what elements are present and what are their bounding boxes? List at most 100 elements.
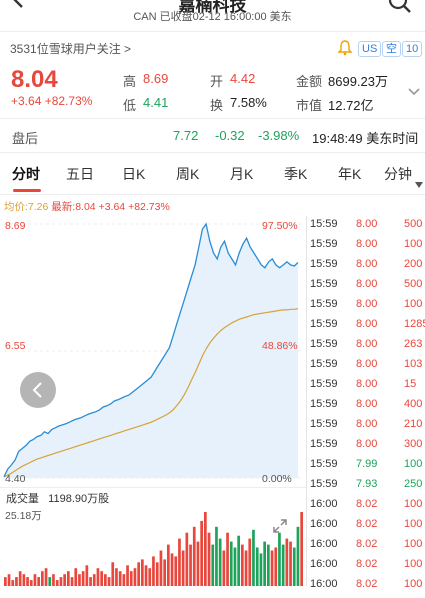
expand-down-icon[interactable]	[408, 84, 420, 102]
back-arrow-icon[interactable]	[8, 0, 30, 10]
volume-bar	[189, 544, 192, 586]
volume-bar	[237, 535, 240, 586]
volume-bar	[207, 532, 211, 586]
tick-volume: 100	[404, 538, 423, 550]
volume-bar	[52, 574, 55, 586]
follower-count-link[interactable]: 3531位雪球用户关注 >	[10, 42, 132, 56]
tick-time: 15:59	[310, 438, 338, 450]
volume-bar	[241, 544, 244, 586]
volume-bar	[118, 571, 122, 586]
tick-time: 15:59	[310, 298, 338, 310]
amount-value: 8699.23万	[328, 74, 388, 89]
intraday-price-chart[interactable]	[0, 216, 306, 486]
last-price: 8.04	[11, 66, 58, 93]
high-value: 8.69	[143, 71, 169, 86]
tick-row: 16:00 8.02 100	[308, 558, 425, 578]
volume-bar	[259, 553, 263, 586]
tick-volume: 100	[404, 518, 423, 530]
mktcap-value: 12.72亿	[328, 98, 374, 113]
tick-price: 8.00	[356, 418, 378, 430]
mktcap-label: 市值	[296, 98, 323, 113]
volume-bar	[252, 529, 255, 586]
chart-legend: 均价:7.26 最新:8.04 +3.64 +82.73%	[4, 199, 170, 214]
tick-volume: 500	[404, 278, 423, 290]
volume-bar	[7, 574, 11, 586]
volume-bar	[48, 577, 52, 586]
tab-quarterly-k[interactable]: 季K	[284, 166, 308, 182]
tick-row: 15:59 8.00 15	[308, 378, 425, 398]
tick-price: 8.02	[356, 518, 378, 530]
volume-bar	[63, 574, 66, 586]
tick-time: 16:00	[310, 578, 338, 590]
volume-bar	[244, 550, 248, 586]
afterhours-label: 盘后	[12, 131, 39, 146]
volume-bar	[248, 538, 252, 586]
tick-row: 15:59 8.00 210	[308, 418, 425, 438]
tick-volume: 210	[404, 418, 423, 430]
volume-bar	[278, 532, 281, 586]
tick-row: 15:59 8.00 263	[308, 338, 425, 358]
volume-bar	[170, 553, 174, 586]
tick-price: 8.00	[356, 318, 378, 330]
pct-axis-bottom-label: 0.00%	[262, 473, 292, 485]
volume-bar	[22, 574, 26, 586]
volume-bar	[211, 544, 215, 586]
volume-bar	[133, 568, 137, 586]
tick-row: 15:59 8.00 500	[308, 218, 425, 238]
volume-bar	[44, 568, 48, 586]
tab-yearly-k[interactable]: 年K	[338, 166, 362, 182]
volume-bar	[192, 526, 196, 586]
tick-time: 15:59	[310, 458, 338, 470]
tick-price: 8.00	[356, 438, 378, 450]
tab-minute[interactable]: 分钟	[384, 166, 412, 182]
tick-volume: 500	[404, 218, 423, 230]
tab-weekly-k[interactable]: 周K	[176, 166, 200, 182]
volume-bar	[33, 574, 37, 586]
low-value: 4.41	[143, 95, 169, 110]
tick-volume: 300	[404, 438, 423, 450]
volume-bar	[174, 556, 178, 586]
tick-volume: 100	[404, 578, 423, 590]
volume-bar	[74, 568, 78, 586]
turnover-label: 换	[210, 98, 224, 113]
tick-row: 15:59 8.00 500	[308, 278, 425, 298]
expand-chart-icon[interactable]	[272, 518, 288, 539]
collapse-panel-button[interactable]	[20, 372, 56, 408]
price-change: +3.64 +82.73%	[11, 94, 93, 108]
volume-bar	[281, 544, 285, 586]
latest-price-label: 最新:8.04	[51, 201, 96, 213]
tick-price: 8.02	[356, 578, 378, 590]
bell-icon[interactable]	[337, 40, 353, 61]
tick-time: 16:00	[310, 498, 338, 510]
divider	[0, 487, 306, 488]
volume-bar	[26, 577, 29, 586]
tab-daily-k[interactable]: 日K	[122, 166, 146, 182]
volume-bar	[4, 577, 7, 586]
tab-intraday[interactable]: 分时	[12, 166, 40, 182]
tick-time: 15:59	[310, 418, 338, 430]
price-area-fill	[4, 224, 298, 478]
tab-monthly-k[interactable]: 月K	[230, 166, 254, 182]
tick-volume: 15	[404, 378, 417, 390]
minute-dropdown-icon[interactable]	[415, 175, 423, 193]
high-label: 高	[123, 74, 137, 89]
volume-bar	[122, 574, 126, 586]
tick-price: 8.02	[356, 538, 378, 550]
volume-bar	[163, 559, 166, 586]
afterhours-price: 7.72	[173, 128, 199, 143]
volume-bar	[100, 571, 103, 586]
volume-bar	[137, 562, 140, 586]
volume-bar	[292, 547, 296, 586]
volume-bar	[152, 556, 155, 586]
divider	[0, 152, 425, 153]
search-icon[interactable]	[388, 0, 412, 14]
volume-bar	[155, 562, 159, 586]
volume-bar	[270, 550, 274, 586]
tab-5day[interactable]: 五日	[66, 166, 94, 182]
trade-tick-list[interactable]: 15:59 8.00 500 15:59 8.00 100 15:59 8.00 200 15:5…	[0, 216, 425, 590]
tick-price: 8.00	[356, 338, 378, 350]
volume-bar	[85, 565, 89, 586]
tick-price: 8.00	[356, 298, 378, 310]
tick-price: 7.99	[356, 458, 378, 470]
volume-bar	[126, 565, 129, 586]
